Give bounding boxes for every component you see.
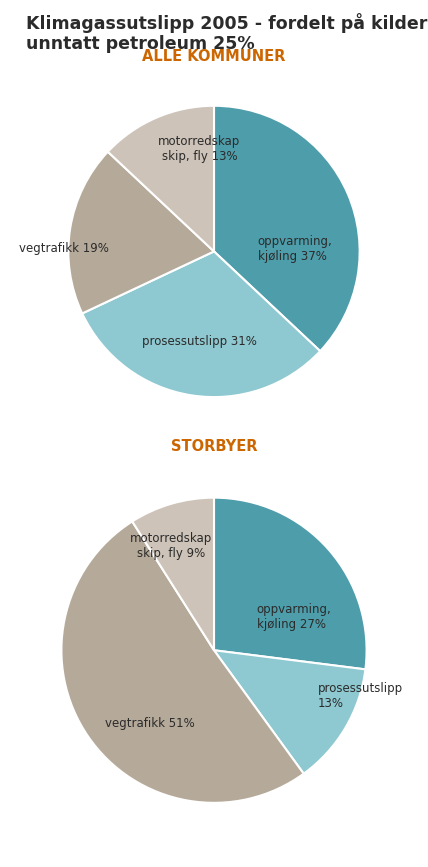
Text: prosessutslipp
13%: prosessutslipp 13% <box>318 682 403 710</box>
Text: motorredskap
skip, fly 13%: motorredskap skip, fly 13% <box>158 135 241 164</box>
Wedge shape <box>132 498 214 650</box>
Wedge shape <box>82 251 320 397</box>
Title: STORBYER: STORBYER <box>171 440 257 454</box>
Text: oppvarming,
kjøling 37%: oppvarming, kjøling 37% <box>258 234 333 263</box>
Wedge shape <box>108 106 214 251</box>
Text: motorredskap
skip, fly 9%: motorredskap skip, fly 9% <box>130 532 212 560</box>
Title: ALLE KOMMUNER: ALLE KOMMUNER <box>143 49 285 64</box>
Text: oppvarming,
kjøling 27%: oppvarming, kjøling 27% <box>257 603 331 630</box>
Text: vegtrafikk 51%: vegtrafikk 51% <box>105 717 195 730</box>
Text: unntatt petroleum 25%: unntatt petroleum 25% <box>26 35 254 53</box>
Wedge shape <box>214 498 367 669</box>
Wedge shape <box>61 521 304 803</box>
Text: vegtrafikk 19%: vegtrafikk 19% <box>19 242 109 255</box>
Wedge shape <box>68 152 214 314</box>
Text: Klimagassutslipp 2005 - fordelt på kilder: Klimagassutslipp 2005 - fordelt på kilde… <box>26 13 427 33</box>
Wedge shape <box>214 650 366 773</box>
Wedge shape <box>214 106 360 351</box>
Text: prosessutslipp 31%: prosessutslipp 31% <box>142 336 257 349</box>
